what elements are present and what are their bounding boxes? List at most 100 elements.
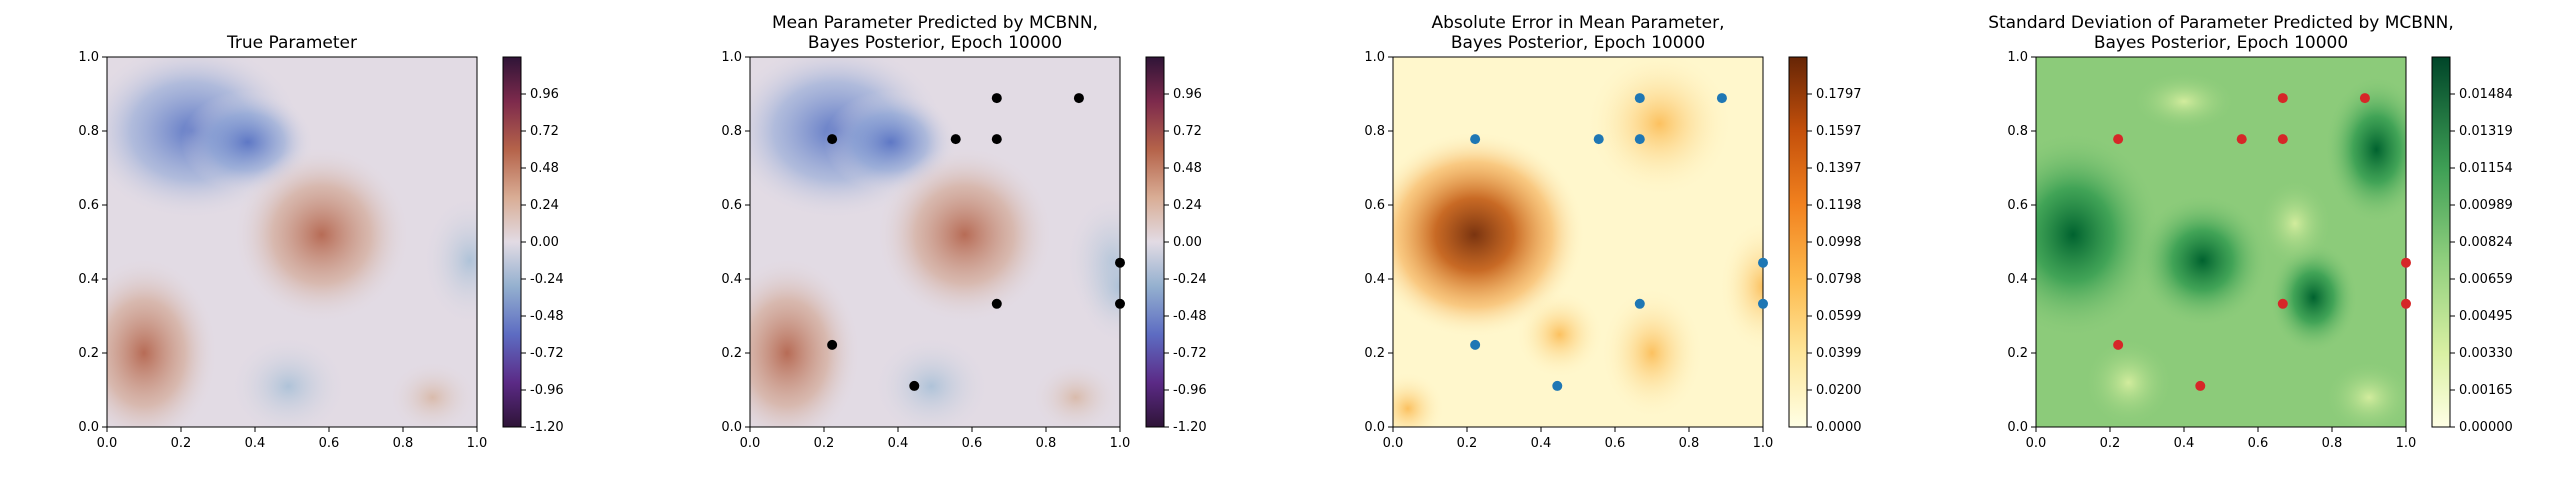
observation-point: [1115, 257, 1125, 268]
colorbar-tick-label: 0.00: [1173, 235, 1202, 250]
observation-point: [827, 339, 838, 350]
x-tick-label: 0.2: [1457, 436, 1478, 451]
axes-frame: [106, 56, 478, 428]
colorbar-tick-label: 0.0200: [1816, 383, 1862, 398]
observation-point: [1634, 93, 1645, 104]
chart-panel-3: Absolute Error in Mean Parameter,Bayes P…: [1364, 13, 1862, 451]
chart-title-line: Standard Deviation of Parameter Predicte…: [1988, 13, 2454, 33]
observation-point: [1073, 93, 1084, 104]
y-tick-label: 0.4: [78, 272, 99, 287]
colorbar-tick-label: 0.00495: [2459, 309, 2513, 324]
chart-title-line: Mean Parameter Predicted by MCBNN,: [772, 13, 1098, 33]
colorbar: [502, 56, 522, 428]
observation-point: [2359, 93, 2370, 104]
axes-frame: [749, 56, 1121, 428]
heatmap-blob: [875, 145, 1054, 324]
chart-title-line: Bayes Posterior, Epoch 10000: [1451, 33, 1705, 53]
heatmap-blob: [2135, 193, 2270, 328]
chart-panel-4: Standard Deviation of Parameter Predicte…: [1988, 13, 2513, 451]
colorbar-tick-label: -0.24: [530, 272, 564, 287]
axes-frame: [1392, 56, 1764, 428]
x-tick-label: 0.8: [1036, 436, 1057, 451]
y-tick-label: 0.4: [721, 272, 742, 287]
heatmap-blob: [232, 145, 411, 324]
observation-point: [1593, 134, 1604, 145]
y-tick-label: 0.2: [78, 346, 99, 361]
observation-point: [2113, 339, 2124, 350]
heatmap-blob: [1075, 227, 1120, 346]
x-tick-label: 0.2: [2100, 436, 2121, 451]
observation-point: [2195, 380, 2206, 391]
x-tick-label: 0.4: [888, 436, 909, 451]
x-tick-label: 0.2: [814, 436, 835, 451]
observation-point: [991, 134, 1002, 145]
x-tick-label: 0.4: [2174, 436, 2195, 451]
chart-panel-1: True Parameter 0.0 0.2 0.4 0.6 0.8 1.0 0.0 0.2 0.…: [78, 33, 564, 451]
colorbar-tick-label: 0.1797: [1816, 87, 1862, 102]
colorbar-tick-label: 0.0998: [1816, 235, 1862, 250]
colorbar-tick-label: 0.01319: [2459, 124, 2513, 139]
colorbar-tick-label: 0.1397: [1816, 161, 1862, 176]
observation-point: [991, 93, 1002, 104]
y-tick-label: 0.4: [2007, 272, 2028, 287]
x-tick-label: 0.0: [97, 436, 118, 451]
colorbar-tick-label: 0.72: [1173, 124, 1202, 139]
y-tick-label: 0.4: [1364, 272, 1385, 287]
observation-point: [2277, 93, 2288, 104]
x-tick-label: 0.4: [245, 436, 266, 451]
colorbar-tick-label: -1.20: [530, 420, 564, 435]
x-tick-label: 0.0: [1383, 436, 1404, 451]
x-tick-label: 0.6: [962, 436, 983, 451]
chart-title-line: Absolute Error in Mean Parameter,: [1431, 13, 1724, 33]
x-tick-label: 0.6: [1605, 436, 1626, 451]
colorbar-tick-label: 0.1198: [1816, 198, 1862, 213]
y-tick-label: 1.0: [2007, 50, 2028, 65]
y-tick-label: 0.8: [78, 124, 99, 139]
colorbar: [1145, 56, 1165, 428]
colorbar-tick-label: 0.72: [530, 124, 559, 139]
y-tick-label: 0.0: [721, 420, 742, 435]
y-tick-label: 0.6: [1364, 198, 1385, 213]
y-tick-label: 1.0: [721, 50, 742, 65]
observation-point: [2401, 257, 2411, 268]
colorbar-tick-label: 0.96: [530, 87, 559, 102]
x-tick-label: 1.0: [467, 436, 488, 451]
observation-point: [2277, 298, 2288, 309]
heatmap-blob: [2084, 338, 2173, 427]
heatmap-blob: [1585, 57, 1734, 198]
chart-title-line: Bayes Posterior, Epoch 10000: [2094, 33, 2348, 53]
x-tick-label: 0.6: [2248, 436, 2269, 451]
colorbar-tick-label: 0.00989: [2459, 198, 2513, 213]
x-tick-label: 0.8: [2322, 436, 2343, 451]
heatmap-blob: [2324, 360, 2406, 427]
heatmap-blob: [229, 334, 348, 427]
y-tick-label: 0.8: [1364, 124, 1385, 139]
heatmap-blob: [388, 360, 477, 427]
colorbar-tick-label: 0.24: [530, 198, 559, 213]
colorbar-tick-label: -0.96: [530, 383, 564, 398]
x-tick-label: 0.0: [2026, 436, 2047, 451]
heatmap-blob: [2324, 75, 2406, 224]
y-tick-label: 0.0: [78, 420, 99, 435]
heatmap-blob: [872, 334, 991, 427]
colorbar-tick-label: 0.0399: [1816, 346, 1862, 361]
chart-title-line: True Parameter: [226, 33, 357, 53]
heatmap-blob: [2036, 131, 2162, 339]
heatmap-blob: [750, 256, 861, 427]
colorbar-tick-label: 0.0000: [1816, 420, 1862, 435]
observation-point: [2113, 134, 2124, 145]
colorbar-tick-label: 0.1597: [1816, 124, 1862, 139]
heatmap-field: [107, 57, 477, 427]
heatmap-field: [2036, 57, 2406, 427]
heatmap-blob: [1600, 286, 1704, 420]
x-tick-label: 0.6: [319, 436, 340, 451]
colorbar-tick-label: 0.00165: [2459, 383, 2513, 398]
observation-point: [2277, 134, 2288, 145]
observation-point: [1115, 298, 1125, 309]
heatmap-blob: [1393, 371, 1445, 427]
y-tick-label: 1.0: [1364, 50, 1385, 65]
heatmap-blob: [2132, 71, 2236, 131]
y-tick-label: 0.2: [721, 346, 742, 361]
x-tick-label: 0.2: [171, 436, 192, 451]
observation-point: [2401, 298, 2411, 309]
